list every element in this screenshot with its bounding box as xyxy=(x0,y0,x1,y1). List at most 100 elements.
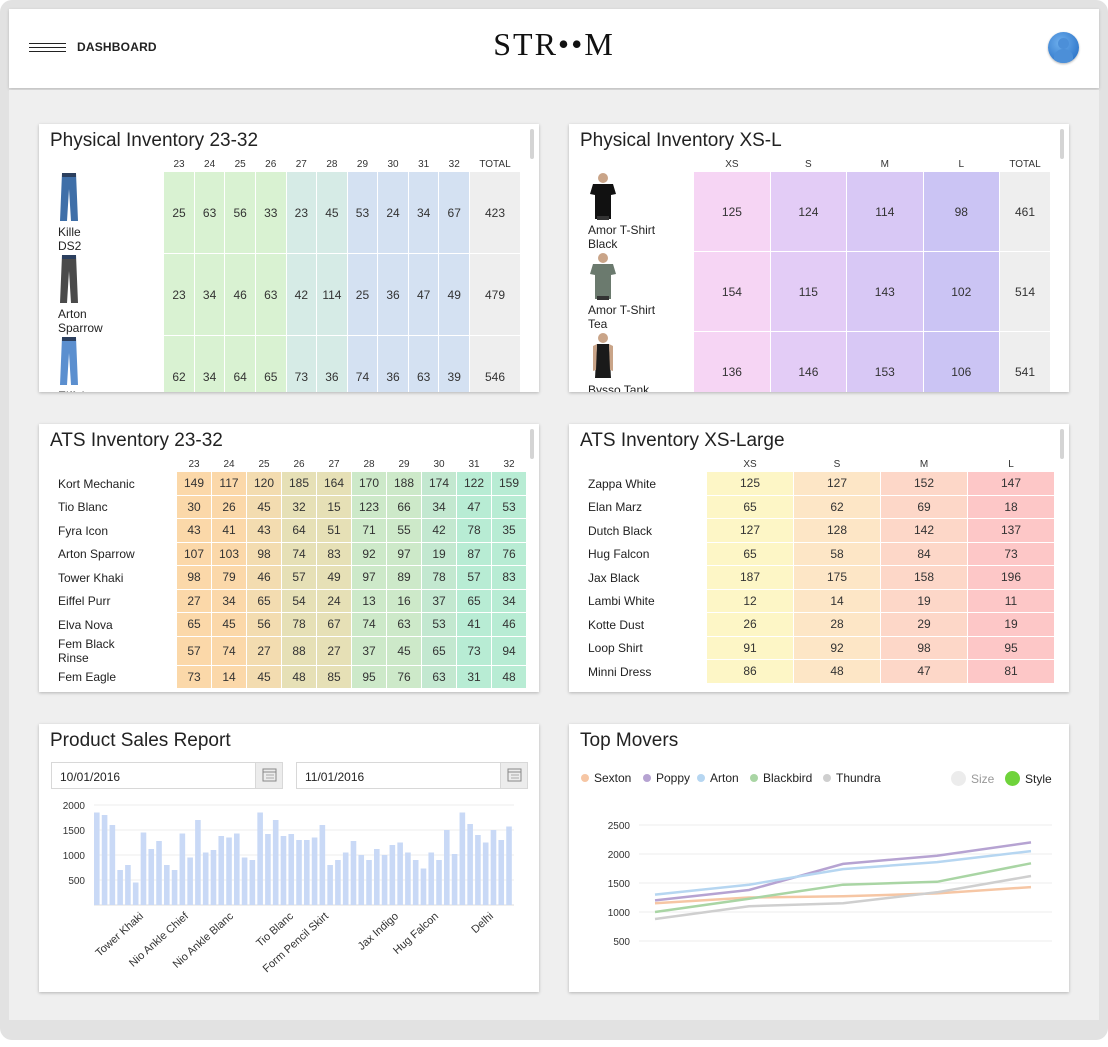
table-cell[interactable]: 14 xyxy=(794,588,880,612)
table-cell[interactable]: 546 xyxy=(470,335,520,392)
bar[interactable] xyxy=(156,841,162,905)
table-cell[interactable]: 42 xyxy=(422,518,456,542)
bar[interactable] xyxy=(389,845,396,905)
bar[interactable] xyxy=(475,835,481,905)
scrollbar[interactable] xyxy=(1060,429,1064,459)
table-cell[interactable]: 137 xyxy=(968,518,1054,542)
bar[interactable] xyxy=(350,841,357,905)
table-row[interactable]: Elan Marz 65 62 69 18 xyxy=(580,494,1054,518)
table-cell[interactable]: 65 xyxy=(247,588,281,612)
table-row[interactable]: Fem Black Rinse 57 74 27 88 27 37 45 65 73 94 xyxy=(50,635,526,665)
table-cell[interactable]: 63 xyxy=(422,664,456,688)
date-to-field[interactable]: 11/01/2016 xyxy=(296,762,528,789)
table-cell[interactable]: 16 xyxy=(387,588,421,612)
table-cell[interactable]: 479 xyxy=(470,253,520,335)
bar[interactable] xyxy=(241,857,248,906)
table-cell[interactable]: 57 xyxy=(177,635,211,665)
table-cell[interactable]: 63 xyxy=(255,253,286,335)
table-row[interactable]: Lambi White 12 14 19 11 xyxy=(580,588,1054,612)
table-cell[interactable]: 26 xyxy=(212,494,246,518)
table-cell[interactable]: 115 xyxy=(770,251,847,331)
table-cell[interactable]: 65 xyxy=(707,541,793,565)
table-cell[interactable]: 514 xyxy=(1000,251,1050,331)
table-cell[interactable]: 39 xyxy=(439,335,469,392)
table-row[interactable]: Minni Dress 86 48 47 81 xyxy=(580,659,1054,683)
table-row[interactable]: Amor T-Shirt Tea 154 115 143 102 514 xyxy=(580,251,1050,331)
bar[interactable] xyxy=(451,854,458,905)
table-cell[interactable]: 127 xyxy=(707,518,793,542)
table-cell[interactable]: 37 xyxy=(352,635,386,665)
table-cell[interactable]: 98 xyxy=(881,635,967,659)
table-cell[interactable]: 58 xyxy=(794,541,880,565)
table-cell[interactable]: 123 xyxy=(352,494,386,518)
table-cell[interactable]: 47 xyxy=(881,659,967,683)
bar[interactable] xyxy=(187,857,193,906)
series-line[interactable] xyxy=(654,862,1032,914)
legend-item[interactable]: Sexton xyxy=(581,771,631,785)
table-cell[interactable]: 74 xyxy=(352,612,386,636)
bar[interactable] xyxy=(381,855,388,905)
hamburger-menu-icon[interactable] xyxy=(29,43,66,53)
table-cell[interactable]: 153 xyxy=(847,331,923,392)
table-row[interactable]: Kille DS2 25 63 56 33 23 45 53 24 34 67 423 xyxy=(50,171,520,253)
table-cell[interactable]: 73 xyxy=(968,541,1054,565)
table-cell[interactable]: 57 xyxy=(282,565,316,589)
table-cell[interactable]: 34 xyxy=(422,494,456,518)
bar[interactable] xyxy=(397,842,403,906)
table-cell[interactable]: 36 xyxy=(378,335,408,392)
table-cell[interactable]: 147 xyxy=(968,471,1054,495)
table-cell[interactable]: 29 xyxy=(881,612,967,636)
table-cell[interactable]: 175 xyxy=(794,565,880,589)
table-cell[interactable]: 34 xyxy=(194,335,225,392)
table-cell[interactable]: 114 xyxy=(317,253,347,335)
table-cell[interactable]: 74 xyxy=(347,335,378,392)
bar[interactable] xyxy=(234,833,240,906)
table-cell[interactable]: 152 xyxy=(881,471,967,495)
table-cell[interactable]: 94 xyxy=(492,635,526,665)
table-cell[interactable]: 174 xyxy=(422,471,456,495)
table-cell[interactable]: 159 xyxy=(492,471,526,495)
bar[interactable] xyxy=(319,825,326,905)
bar[interactable] xyxy=(125,865,131,905)
table-cell[interactable]: 19 xyxy=(422,541,456,565)
bar[interactable] xyxy=(272,820,279,905)
table-cell[interactable]: 28 xyxy=(794,612,880,636)
table-cell[interactable]: 53 xyxy=(492,494,526,518)
table-cell[interactable]: 541 xyxy=(1000,331,1050,392)
legend-item[interactable]: Thundra xyxy=(823,771,881,785)
bar[interactable] xyxy=(265,834,271,905)
bar[interactable] xyxy=(164,865,170,905)
table-cell[interactable]: 65 xyxy=(707,494,793,518)
table-cell[interactable]: 45 xyxy=(317,171,347,253)
table-cell[interactable]: 23 xyxy=(286,171,317,253)
table-cell[interactable]: 65 xyxy=(255,335,286,392)
table-cell[interactable]: 27 xyxy=(317,635,351,665)
scrollbar[interactable] xyxy=(1060,129,1064,159)
bar[interactable] xyxy=(226,837,232,906)
table-cell[interactable]: 47 xyxy=(408,253,439,335)
table-cell[interactable]: 26 xyxy=(707,612,793,636)
table-cell[interactable]: 146 xyxy=(770,331,847,392)
table-cell[interactable]: 36 xyxy=(378,253,408,335)
table-row[interactable]: Loop Shirt 91 92 98 95 xyxy=(580,635,1054,659)
bar[interactable] xyxy=(420,868,427,906)
table-cell[interactable]: 103 xyxy=(212,541,246,565)
table-cell[interactable]: 65 xyxy=(457,588,491,612)
bar[interactable] xyxy=(412,860,419,905)
bar[interactable] xyxy=(101,815,108,905)
table-cell[interactable]: 33 xyxy=(255,171,286,253)
table-cell[interactable]: 89 xyxy=(387,565,421,589)
bar[interactable] xyxy=(109,825,116,905)
table-cell[interactable]: 91 xyxy=(707,635,793,659)
bar[interactable] xyxy=(311,837,318,906)
bar[interactable] xyxy=(288,834,295,905)
table-cell[interactable]: 53 xyxy=(422,612,456,636)
bar[interactable] xyxy=(444,830,450,905)
table-cell[interactable]: 117 xyxy=(212,471,246,495)
series-line[interactable] xyxy=(654,841,1032,902)
bar[interactable] xyxy=(296,840,302,905)
table-cell[interactable]: 79 xyxy=(212,565,246,589)
table-cell[interactable]: 34 xyxy=(194,253,225,335)
table-cell[interactable]: 57 xyxy=(457,565,491,589)
